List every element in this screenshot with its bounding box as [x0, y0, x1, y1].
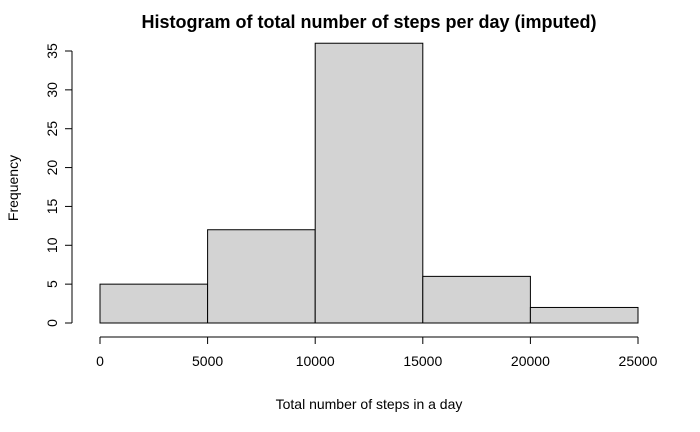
y-tick-label-6: 30	[44, 82, 60, 98]
x-tick-label-4: 20000	[511, 353, 550, 369]
histogram-bar-2	[314, 42, 424, 324]
chart-title: Histogram of total number of steps per d…	[141, 12, 596, 32]
x-tick-label-0: 0	[96, 353, 104, 369]
histogram-bar-3	[422, 275, 531, 324]
y-tick-label-1: 5	[44, 280, 60, 288]
y-tick-label-3: 15	[44, 198, 60, 214]
y-axis-label: Frequency	[5, 155, 21, 221]
x-tick-label-5: 25000	[619, 353, 658, 369]
y-tick-label-2: 10	[44, 237, 60, 253]
histogram-bar-0	[99, 283, 209, 324]
y-axis: 0 5 10 15 20 25 30 35	[44, 43, 73, 327]
histogram-bar-4	[529, 306, 639, 324]
x-axis-label: Total number of steps in a day	[276, 396, 463, 412]
bars-group	[99, 42, 639, 324]
x-tick-label-2: 10000	[296, 353, 335, 369]
y-tick-label-5: 25	[44, 121, 60, 137]
x-tick-label-3: 15000	[403, 353, 442, 369]
x-axis: 0 5000 10000 15000 20000 25000	[96, 336, 658, 369]
x-tick-label-1: 5000	[192, 353, 223, 369]
y-tick-label-7: 35	[44, 43, 60, 59]
histogram-bar-1	[207, 229, 316, 324]
y-tick-label-4: 20	[44, 160, 60, 176]
y-tick-label-0: 0	[44, 319, 60, 327]
